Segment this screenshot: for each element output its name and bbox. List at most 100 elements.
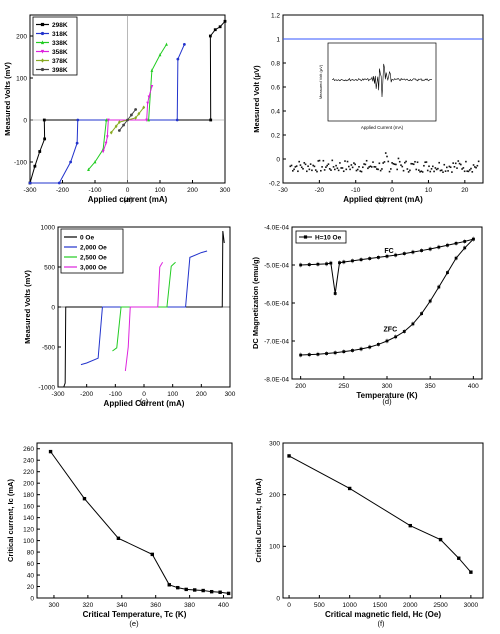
- data-point: [425, 161, 428, 163]
- plot-frame-e: [36, 442, 233, 599]
- data-point: [402, 330, 406, 333]
- data-point: [299, 263, 303, 267]
- data-point: [134, 116, 138, 120]
- data-point: [386, 155, 388, 158]
- data-point: [311, 169, 313, 172]
- data-point: [398, 160, 401, 163]
- data-point: [167, 583, 171, 587]
- data-point: [368, 345, 372, 349]
- x-tick-label: 400: [468, 383, 479, 390]
- data-point: [446, 243, 449, 247]
- data-point: [287, 454, 291, 458]
- data-point: [396, 168, 398, 171]
- data-point: [460, 163, 462, 166]
- data-point: [176, 57, 180, 61]
- data-point: [358, 165, 360, 168]
- data-point: [145, 118, 149, 122]
- x-tick-label: -200: [80, 391, 93, 398]
- data-point: [101, 150, 105, 154]
- data-point: [477, 160, 480, 163]
- data-point: [359, 170, 362, 172]
- data-point: [116, 536, 121, 540]
- data-point: [346, 160, 349, 163]
- data-point: [344, 160, 346, 162]
- data-point: [316, 262, 320, 266]
- data-point: [448, 165, 451, 168]
- x-axis-label: Applied current (mA): [88, 195, 168, 204]
- data-point: [437, 167, 439, 170]
- data-point: [117, 120, 121, 124]
- y-tick-label: 0: [30, 595, 34, 602]
- data-point: [442, 171, 444, 173]
- y-tick-label: 120: [23, 526, 34, 533]
- data-point: [330, 169, 332, 171]
- x-tick-label: -100: [88, 187, 101, 194]
- data-point: [383, 161, 386, 163]
- x-tick-label: -200: [56, 187, 69, 194]
- data-point: [434, 167, 437, 169]
- data-point: [419, 170, 421, 173]
- x-tick-label: 10: [425, 187, 433, 194]
- legend-label: 298K: [52, 22, 68, 29]
- data-point: [218, 590, 222, 594]
- data-point: [377, 168, 379, 171]
- data-point: [150, 85, 154, 89]
- data-point: [299, 164, 302, 166]
- x-tick-label: 200: [187, 187, 198, 194]
- y-tick-label: -6.0E-04: [264, 300, 289, 307]
- data-point: [290, 164, 293, 167]
- data-point: [463, 170, 466, 173]
- inset-frame: [327, 42, 437, 122]
- x-tick-label: -300: [51, 391, 64, 398]
- data-point: [325, 166, 327, 168]
- data-point: [150, 552, 155, 557]
- data-point: [394, 335, 398, 339]
- data-point: [341, 167, 344, 169]
- x-tick-label: 500: [314, 602, 325, 609]
- y-tick-label: 200: [23, 480, 34, 487]
- data-point: [114, 124, 118, 129]
- data-point: [213, 28, 217, 32]
- data-point: [368, 166, 370, 168]
- x-axis-label: Temperature (K): [356, 391, 418, 400]
- data-point: [336, 167, 339, 170]
- data-point: [351, 349, 354, 352]
- data-point: [339, 162, 341, 164]
- plot-frame-b: [282, 14, 484, 184]
- data-point: [373, 165, 376, 168]
- data-point: [320, 169, 322, 172]
- panel-label: (a): [123, 195, 133, 204]
- panel-f: 0 500 1000 1500 2000 2500 3000 0 100 200 300 Critic…: [254, 440, 484, 628]
- data-point: [351, 166, 354, 169]
- x-tick-label: 300: [225, 391, 236, 398]
- data-point: [428, 247, 432, 251]
- data-point: [134, 108, 138, 111]
- data-point: [117, 129, 121, 132]
- data-point: [322, 159, 325, 162]
- data-point: [412, 163, 415, 166]
- data-point: [424, 161, 426, 164]
- x-axis-label: Applied Current (mA): [104, 399, 185, 408]
- data-point: [387, 160, 390, 163]
- legend-box: [295, 230, 347, 244]
- y-tick-label: 60: [27, 561, 35, 568]
- data-point: [306, 170, 308, 173]
- x-tick-label: 360: [150, 602, 161, 609]
- data-point: [471, 171, 474, 173]
- data-point: [463, 240, 467, 243]
- data-point: [317, 160, 320, 162]
- data-point: [348, 165, 350, 168]
- data-point: [411, 250, 415, 254]
- data-point: [439, 169, 442, 172]
- x-tick-label: 300: [382, 383, 393, 390]
- data-point: [457, 160, 460, 162]
- x-tick-label: 100: [167, 391, 178, 398]
- legend-box: [60, 228, 124, 274]
- x-tick-label: 0: [390, 187, 394, 194]
- annotation-zfc: ZFC: [384, 327, 398, 334]
- data-point: [466, 170, 468, 173]
- legend-label: 0 Oe: [80, 234, 94, 241]
- data-point: [475, 166, 477, 169]
- data-point: [370, 166, 373, 168]
- y-tick-label: 40: [27, 572, 35, 579]
